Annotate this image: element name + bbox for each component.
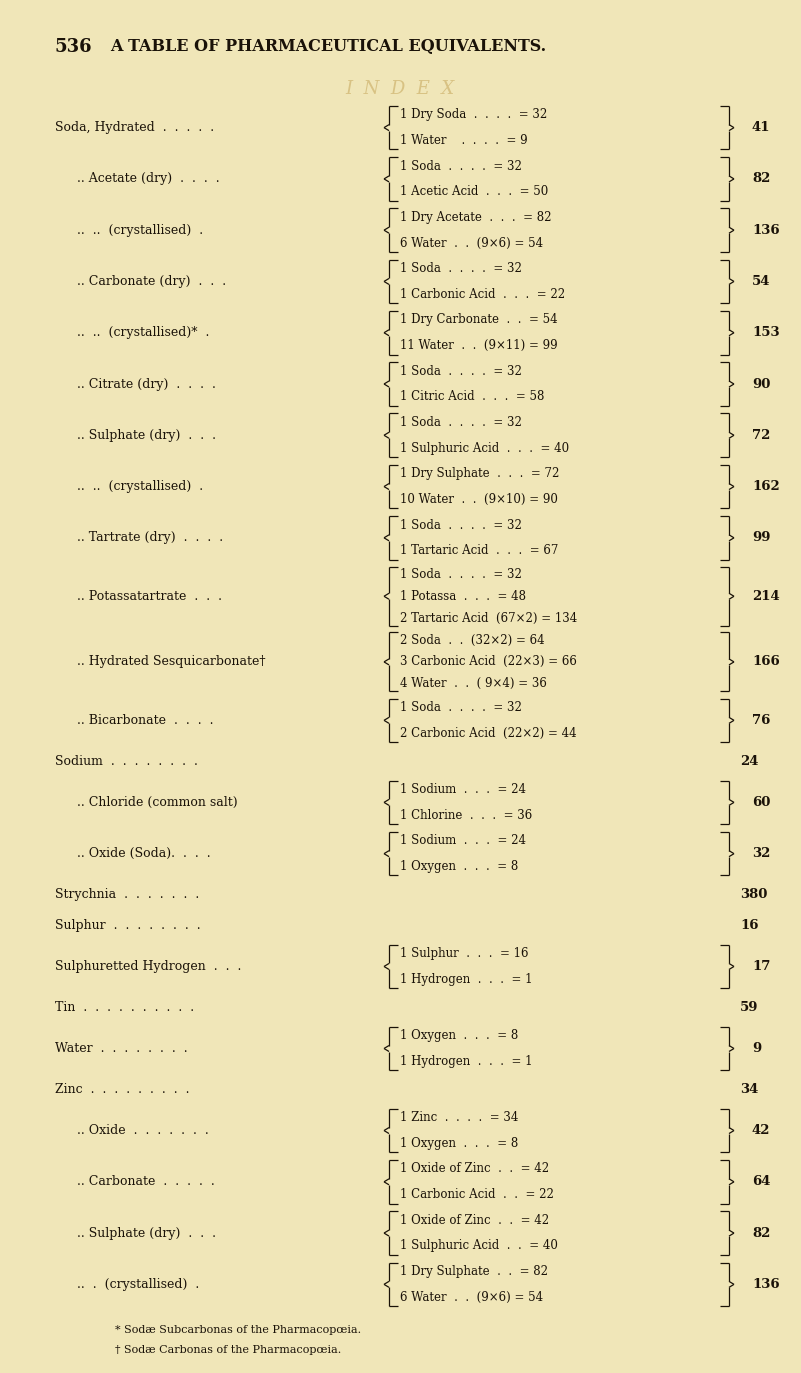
Text: 32: 32 (752, 847, 771, 859)
Text: 3 Carbonic Acid  (22×3) = 66: 3 Carbonic Acid (22×3) = 66 (400, 655, 577, 669)
Text: 214: 214 (752, 590, 779, 603)
Text: 1 Acetic Acid  .  .  .  = 50: 1 Acetic Acid . . . = 50 (400, 185, 548, 198)
Text: 1 Oxide of Zinc  .  .  = 42: 1 Oxide of Zinc . . = 42 (400, 1163, 549, 1175)
Text: 1 Dry Carbonate  .  .  = 54: 1 Dry Carbonate . . = 54 (400, 313, 557, 327)
Text: Sulphur  .  .  .  .  .  .  .  .: Sulphur . . . . . . . . (55, 919, 200, 932)
Text: 153: 153 (752, 327, 779, 339)
Text: 99: 99 (752, 531, 771, 544)
Text: 4 Water  .  .  ( 9×4) = 36: 4 Water . . ( 9×4) = 36 (400, 677, 547, 691)
Text: Sodium  .  .  .  .  .  .  .  .: Sodium . . . . . . . . (55, 755, 198, 768)
Text: A TABLE OF PHARMACEUTICAL EQUIVALENTS.: A TABLE OF PHARMACEUTICAL EQUIVALENTS. (110, 38, 546, 55)
Text: ..  ..  (crystallised)*  .: .. .. (crystallised)* . (77, 327, 209, 339)
Text: Zinc  .  .  .  .  .  .  .  .  .: Zinc . . . . . . . . . (55, 1083, 190, 1096)
Text: .. Sulphate (dry)  .  .  .: .. Sulphate (dry) . . . (77, 428, 216, 442)
Text: 136: 136 (752, 224, 779, 236)
Text: 162: 162 (752, 481, 779, 493)
Text: 60: 60 (752, 796, 771, 809)
Text: 24: 24 (740, 755, 759, 768)
Text: .. Tartrate (dry)  .  .  .  .: .. Tartrate (dry) . . . . (77, 531, 223, 544)
Text: 9: 9 (752, 1042, 761, 1054)
Text: .. Potassatartrate  .  .  .: .. Potassatartrate . . . (77, 590, 222, 603)
Text: 1 Soda  .  .  .  .  = 32: 1 Soda . . . . = 32 (400, 568, 522, 581)
Text: 536: 536 (55, 38, 93, 56)
Text: 1 Water    .  .  .  .  = 9: 1 Water . . . . = 9 (400, 135, 528, 147)
Text: † Sodæ Carbonas of the Pharmacopœia.: † Sodæ Carbonas of the Pharmacopœia. (115, 1346, 341, 1355)
Text: 1 Oxygen  .  .  .  = 8: 1 Oxygen . . . = 8 (400, 1030, 518, 1042)
Text: 72: 72 (752, 428, 771, 442)
Text: .. Bicarbonate  .  .  .  .: .. Bicarbonate . . . . (77, 714, 214, 726)
Text: 11 Water  .  .  (9×11) = 99: 11 Water . . (9×11) = 99 (400, 339, 557, 351)
Text: 1 Soda  .  .  .  .  = 32: 1 Soda . . . . = 32 (400, 519, 522, 531)
Text: 166: 166 (752, 655, 779, 669)
Text: Soda, Hydrated  .  .  .  .  .: Soda, Hydrated . . . . . (55, 121, 214, 135)
Text: 1 Soda  .  .  .  .  = 32: 1 Soda . . . . = 32 (400, 702, 522, 714)
Text: .. Acetate (dry)  .  .  .  .: .. Acetate (dry) . . . . (77, 173, 219, 185)
Text: .. Carbonate (dry)  .  .  .: .. Carbonate (dry) . . . (77, 275, 226, 288)
Text: I  N  D  E  X: I N D E X (345, 80, 455, 97)
Text: 1 Potassa  .  .  .  = 48: 1 Potassa . . . = 48 (400, 590, 526, 603)
Text: 1 Chlorine  .  .  .  = 36: 1 Chlorine . . . = 36 (400, 809, 532, 821)
Text: 1 Sodium  .  .  .  = 24: 1 Sodium . . . = 24 (400, 783, 526, 796)
Text: ..  ..  (crystallised)  .: .. .. (crystallised) . (77, 481, 203, 493)
Text: 1 Soda  .  .  .  .  = 32: 1 Soda . . . . = 32 (400, 262, 522, 275)
Text: 380: 380 (740, 888, 767, 901)
Text: 90: 90 (752, 378, 771, 390)
Text: .. Oxide  .  .  .  .  .  .  .: .. Oxide . . . . . . . (77, 1124, 209, 1137)
Text: 2 Tartaric Acid  (67×2) = 134: 2 Tartaric Acid (67×2) = 134 (400, 611, 578, 625)
Text: .. Oxide (Soda).  .  .  .: .. Oxide (Soda). . . . (77, 847, 211, 859)
Text: 1 Sulphuric Acid  .  .  .  = 40: 1 Sulphuric Acid . . . = 40 (400, 442, 570, 454)
Text: 1 Hydrogen  .  .  .  = 1: 1 Hydrogen . . . = 1 (400, 1054, 533, 1068)
Text: ..  ..  (crystallised)  .: .. .. (crystallised) . (77, 224, 203, 236)
Text: .. Sulphate (dry)  .  .  .: .. Sulphate (dry) . . . (77, 1226, 216, 1240)
Text: 41: 41 (752, 121, 771, 135)
Text: Water  .  .  .  .  .  .  .  .: Water . . . . . . . . (55, 1042, 187, 1054)
Text: .. Carbonate  .  .  .  .  .: .. Carbonate . . . . . (77, 1175, 215, 1188)
Text: 1 Sulphur  .  .  .  = 16: 1 Sulphur . . . = 16 (400, 947, 529, 960)
Text: 1 Sodium  .  .  .  = 24: 1 Sodium . . . = 24 (400, 835, 526, 847)
Text: 6 Water  .  .  (9×6) = 54: 6 Water . . (9×6) = 54 (400, 1291, 543, 1304)
Text: 34: 34 (740, 1083, 759, 1096)
Text: 10 Water  .  .  (9×10) = 90: 10 Water . . (9×10) = 90 (400, 493, 557, 505)
Text: 59: 59 (740, 1001, 759, 1015)
Text: 2 Soda  .  .  (32×2) = 64: 2 Soda . . (32×2) = 64 (400, 633, 545, 647)
Text: Tin  .  .  .  .  .  .  .  .  .  .: Tin . . . . . . . . . . (55, 1001, 194, 1015)
Text: 1 Soda  .  .  .  .  = 32: 1 Soda . . . . = 32 (400, 416, 522, 428)
Text: 1 Oxygen  .  .  .  = 8: 1 Oxygen . . . = 8 (400, 859, 518, 873)
Text: 82: 82 (752, 173, 771, 185)
Text: 16: 16 (740, 919, 759, 932)
Text: 1 Dry Soda  .  .  .  .  = 32: 1 Dry Soda . . . . = 32 (400, 108, 547, 121)
Text: 1 Oxide of Zinc  .  .  = 42: 1 Oxide of Zinc . . = 42 (400, 1214, 549, 1226)
Text: 64: 64 (752, 1175, 771, 1188)
Text: .. Hydrated Sesquicarbonate†: .. Hydrated Sesquicarbonate† (77, 655, 265, 669)
Text: 1 Carbonic Acid  .  .  = 22: 1 Carbonic Acid . . = 22 (400, 1188, 553, 1201)
Text: 1 Soda  .  .  .  .  = 32: 1 Soda . . . . = 32 (400, 159, 522, 173)
Text: 1 Carbonic Acid  .  .  .  = 22: 1 Carbonic Acid . . . = 22 (400, 288, 566, 301)
Text: 1 Soda  .  .  .  .  = 32: 1 Soda . . . . = 32 (400, 365, 522, 378)
Text: 1 Dry Sulphate  .  .  = 82: 1 Dry Sulphate . . = 82 (400, 1265, 548, 1278)
Text: 1 Hydrogen  .  .  .  = 1: 1 Hydrogen . . . = 1 (400, 973, 533, 986)
Text: 82: 82 (752, 1226, 771, 1240)
Text: 42: 42 (752, 1124, 771, 1137)
Text: 1 Zinc  .  .  .  .  = 34: 1 Zinc . . . . = 34 (400, 1111, 518, 1124)
Text: 54: 54 (752, 275, 771, 288)
Text: * Sodæ Subcarbonas of the Pharmacopœia.: * Sodæ Subcarbonas of the Pharmacopœia. (115, 1325, 361, 1335)
Text: 1 Dry Sulphate  .  .  .  = 72: 1 Dry Sulphate . . . = 72 (400, 467, 559, 481)
Text: 1 Citric Acid  .  .  .  = 58: 1 Citric Acid . . . = 58 (400, 390, 545, 404)
Text: Sulphuretted Hydrogen  .  .  .: Sulphuretted Hydrogen . . . (55, 960, 241, 973)
Text: 1 Oxygen  .  .  .  = 8: 1 Oxygen . . . = 8 (400, 1137, 518, 1149)
Text: Strychnia  .  .  .  .  .  .  .: Strychnia . . . . . . . (55, 888, 199, 901)
Text: 2 Carbonic Acid  (22×2) = 44: 2 Carbonic Acid (22×2) = 44 (400, 726, 577, 740)
Text: 1 Sulphuric Acid  .  .  = 40: 1 Sulphuric Acid . . = 40 (400, 1240, 557, 1252)
Text: 6 Water  .  .  (9×6) = 54: 6 Water . . (9×6) = 54 (400, 236, 543, 250)
Text: 76: 76 (752, 714, 771, 726)
Text: 17: 17 (752, 960, 771, 973)
Text: ..  .  (crystallised)  .: .. . (crystallised) . (77, 1278, 199, 1291)
Text: .. Citrate (dry)  .  .  .  .: .. Citrate (dry) . . . . (77, 378, 216, 390)
Text: 1 Tartaric Acid  .  .  .  = 67: 1 Tartaric Acid . . . = 67 (400, 544, 558, 557)
Text: 136: 136 (752, 1278, 779, 1291)
Text: 1 Dry Acetate  .  .  .  = 82: 1 Dry Acetate . . . = 82 (400, 211, 552, 224)
Text: .. Chloride (common salt): .. Chloride (common salt) (77, 796, 238, 809)
